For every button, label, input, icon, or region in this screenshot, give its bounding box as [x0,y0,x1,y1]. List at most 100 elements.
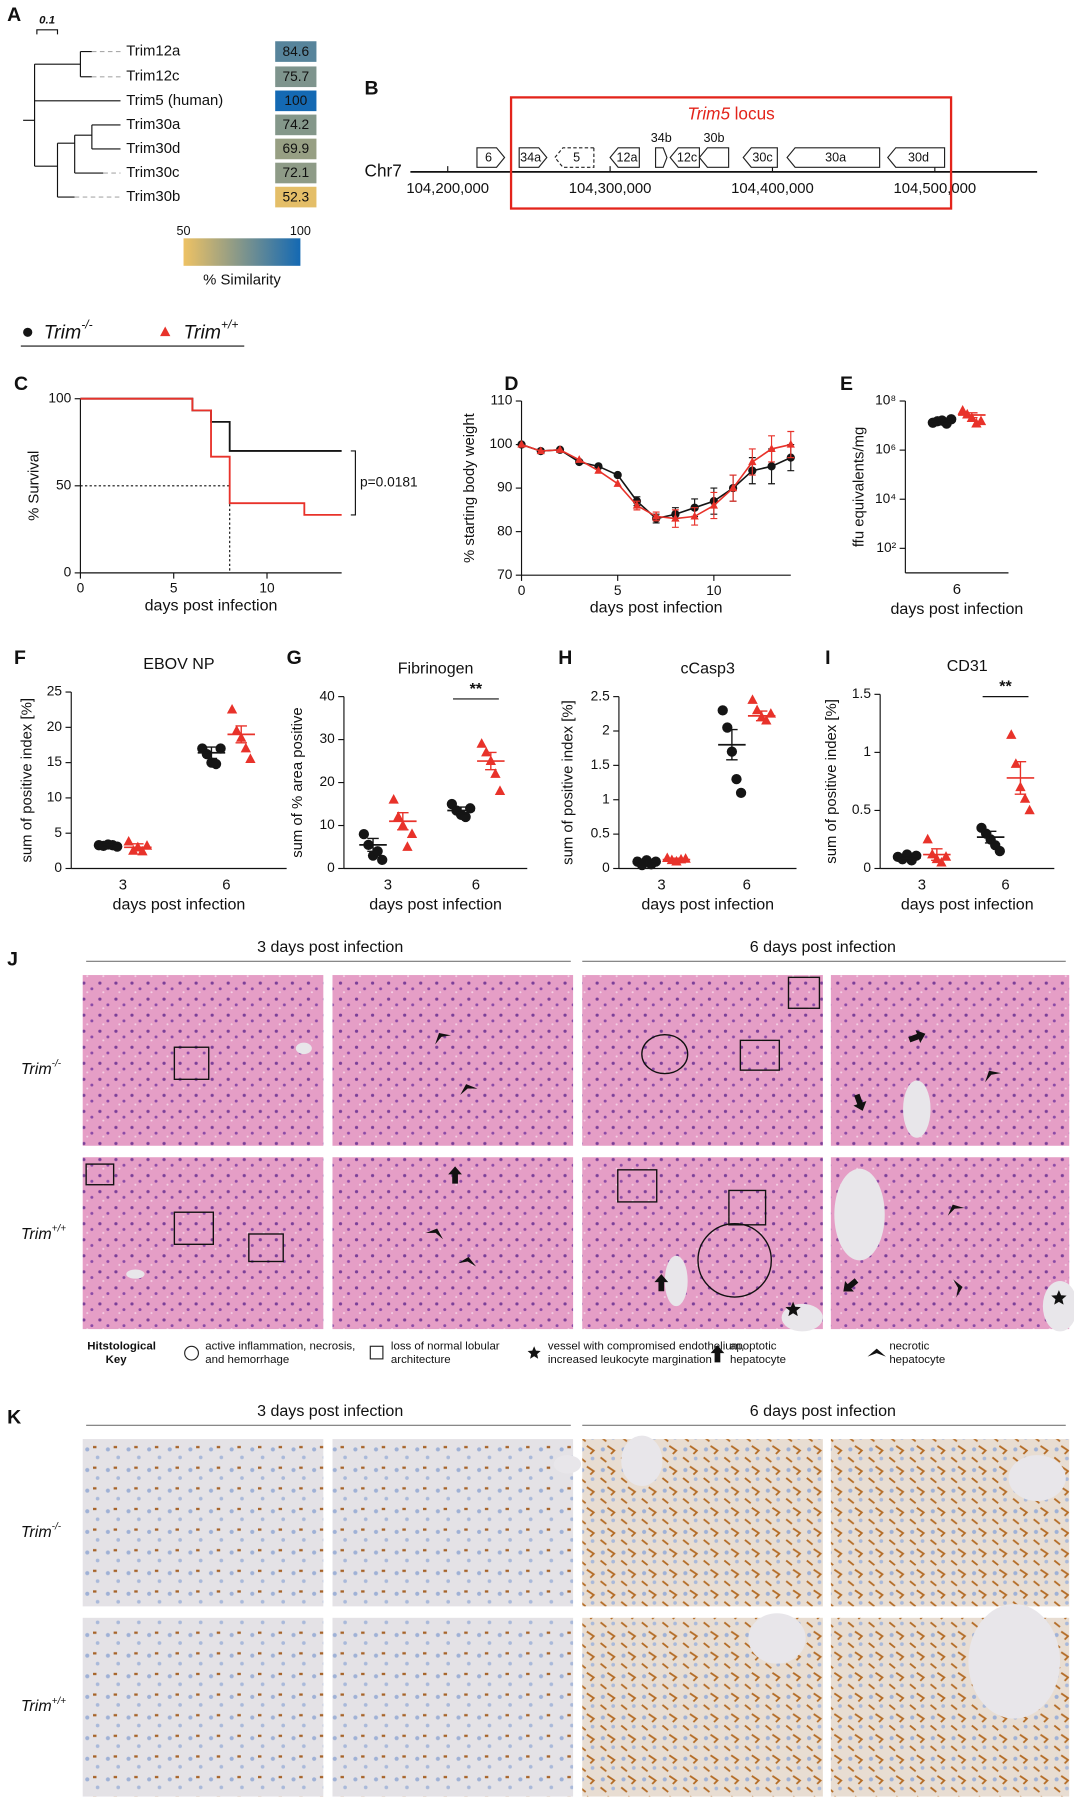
row-label: Trim+/+ [21,1695,66,1715]
data-point [767,462,776,471]
significance-label: ** [999,678,1012,696]
gene-label: 12a [617,150,638,164]
panel-label: F [14,647,26,669]
similarity-box [275,41,317,62]
data-point [402,841,413,851]
vessel [1042,1280,1074,1332]
colorbar-tick: 50 [177,224,191,238]
data-point [751,704,763,715]
gene-label: 30b [704,131,725,145]
key-text: apoptotic [730,1340,777,1352]
similarity-label: 75.7 [282,69,309,84]
locus-region [509,96,953,210]
inflammation-circle [697,1222,772,1298]
y-axis-label: % starting body weight [462,412,478,563]
x-tick-label: 5 [614,583,622,598]
data-point [728,483,738,492]
error-bar [485,751,497,771]
vessel [748,1613,806,1664]
x-tick-label: 104,200,000 [406,181,489,197]
histology-image [332,975,574,1146]
data-point [722,722,733,733]
architecture-box [617,1169,658,1203]
data-point [393,811,404,821]
error-bar [726,728,738,761]
data-point [490,768,501,778]
key-text: loss of normal lobular [391,1340,500,1352]
y-tick-label: 80 [497,523,513,538]
data-point [994,845,1005,857]
y-tick-label: 0 [64,565,72,580]
error-bar [397,811,409,831]
data-point [1010,758,1022,768]
x-tick-label: 3 [657,878,665,894]
data-point [786,439,795,448]
gene-label: 30c [752,150,772,164]
weight-line [521,443,791,520]
y-tick-label: 90 [497,480,513,495]
leaf-label: Trim30d [126,141,180,157]
vessel [968,1604,1061,1719]
data-point [735,787,747,799]
colorbar-tick: 100 [290,224,311,238]
data-point [957,405,968,415]
data-point [748,457,757,466]
locus-label: Trim5 locus [687,103,774,123]
data-point [671,513,680,522]
panel-label: C [14,373,28,395]
data-point [406,828,418,838]
data-point [141,840,153,850]
x-axis-label: days post infection [901,895,1034,913]
y-axis-label: sum of % area positive [290,707,306,857]
key-text: necrotic [889,1340,929,1352]
error-bar [367,837,379,852]
y-axis-label: sum of positive index [%] [560,700,576,865]
x-tick-label: 104,500,000 [893,181,976,197]
error-bar [455,806,467,815]
significance-label: ** [470,680,483,698]
column-header: 3 days post infection [257,1402,403,1420]
data-point [210,758,222,770]
architecture-box [173,1046,210,1080]
data-point [226,703,238,714]
necrotic-marker [460,1084,478,1095]
gene-label: 5 [573,150,580,164]
leaf-label: Trim30b [126,189,180,205]
x-tick-label: 10 [259,581,275,596]
y-tick-label: 0 [327,860,335,875]
weight-line [521,443,792,520]
data-point [594,465,603,474]
genotype-name: Trim [21,1523,52,1541]
y-tick-label: 1.5 [591,757,610,772]
similarity-label: 100 [284,93,307,108]
genotype-superscript: +/+ [52,1695,67,1706]
leaf-label: Trim30c [126,165,180,181]
necrotic-marker [985,1070,1001,1083]
x-tick-label: 3 [384,878,392,894]
y-axis-label: sum of positive index [%] [824,699,840,864]
y-tick-label: 10⁸ [875,393,896,408]
y-tick-label: 10⁴ [875,491,896,506]
x-tick-label: 5 [170,581,178,596]
y-tick-label: 10 [47,790,63,805]
data-point [231,725,242,735]
data-point [575,455,584,463]
gene [654,147,668,168]
key-text: hepatocyte [889,1354,945,1366]
architecture-box [787,976,821,1009]
x-tick-label: 104,400,000 [731,181,814,197]
x-axis-label: days post infection [891,600,1024,618]
inflammation-circle [641,1033,689,1075]
similarity-label: 84.6 [282,44,309,59]
colorbar [183,238,301,266]
genotype-superscript: -/- [52,1521,62,1532]
data-point [112,841,123,852]
y-tick-label: 0 [863,860,871,875]
data-point [613,479,622,487]
architecture-box [173,1211,215,1245]
panel-label: H [558,647,572,669]
x-tick-label: 6 [953,582,961,598]
p-value: p=0.0181 [360,475,418,490]
error-bar [936,419,948,423]
